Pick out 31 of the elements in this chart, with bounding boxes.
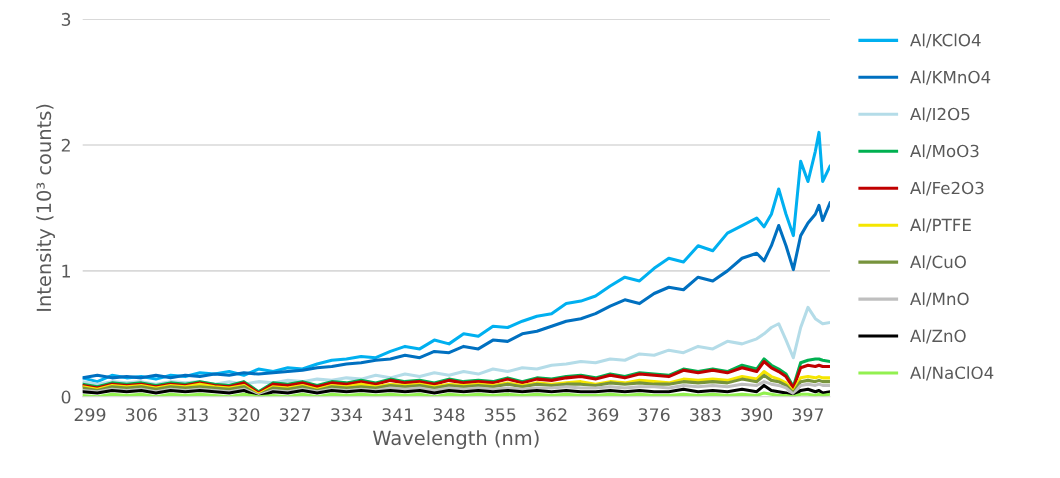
y-tick-label: 0 bbox=[61, 390, 71, 404]
x-tick-label: 376 bbox=[638, 408, 670, 422]
x-tick-label: 327 bbox=[279, 408, 311, 422]
x-tick-label: 390 bbox=[741, 408, 773, 422]
legend-label: Al/NaClO4 bbox=[910, 366, 994, 381]
x-tick-label: 313 bbox=[177, 408, 208, 422]
y-tick-label: 2 bbox=[61, 138, 70, 152]
legend-label: Al/CuO bbox=[910, 255, 966, 270]
x-tick-label: 383 bbox=[690, 408, 721, 422]
x-axis-title: Wavelength (nm) bbox=[372, 430, 539, 450]
x-tick-label: 362 bbox=[536, 408, 567, 422]
legend-label: Al/MoO3 bbox=[910, 144, 979, 159]
legend-label: Al/PTFE bbox=[910, 218, 971, 233]
y-tick-label: 3 bbox=[61, 12, 71, 26]
y-tick-label: 1 bbox=[62, 264, 70, 278]
x-tick-label: 320 bbox=[228, 408, 260, 422]
x-tick-label: 334 bbox=[331, 408, 363, 422]
legend-label: Al/KMnO4 bbox=[910, 70, 991, 85]
legend-label: Al/KClO4 bbox=[910, 33, 981, 48]
x-tick-label: 369 bbox=[587, 408, 619, 422]
x-tick-label: 348 bbox=[433, 408, 465, 422]
y-axis-title: Intensity (10³ counts) bbox=[36, 104, 55, 311]
legend-label: Al/I2O5 bbox=[910, 107, 970, 122]
x-tick-label: 299 bbox=[74, 408, 106, 422]
legend-label: Al/ZnO bbox=[910, 329, 966, 344]
x-tick-label: 355 bbox=[485, 408, 516, 422]
legend-label: Al/Fe2O3 bbox=[910, 181, 984, 196]
x-tick-label: 306 bbox=[126, 408, 157, 422]
legend-label: Al/MnO bbox=[910, 292, 969, 307]
x-tick-label: 341 bbox=[382, 408, 413, 422]
x-tick-label: 397 bbox=[792, 408, 824, 422]
